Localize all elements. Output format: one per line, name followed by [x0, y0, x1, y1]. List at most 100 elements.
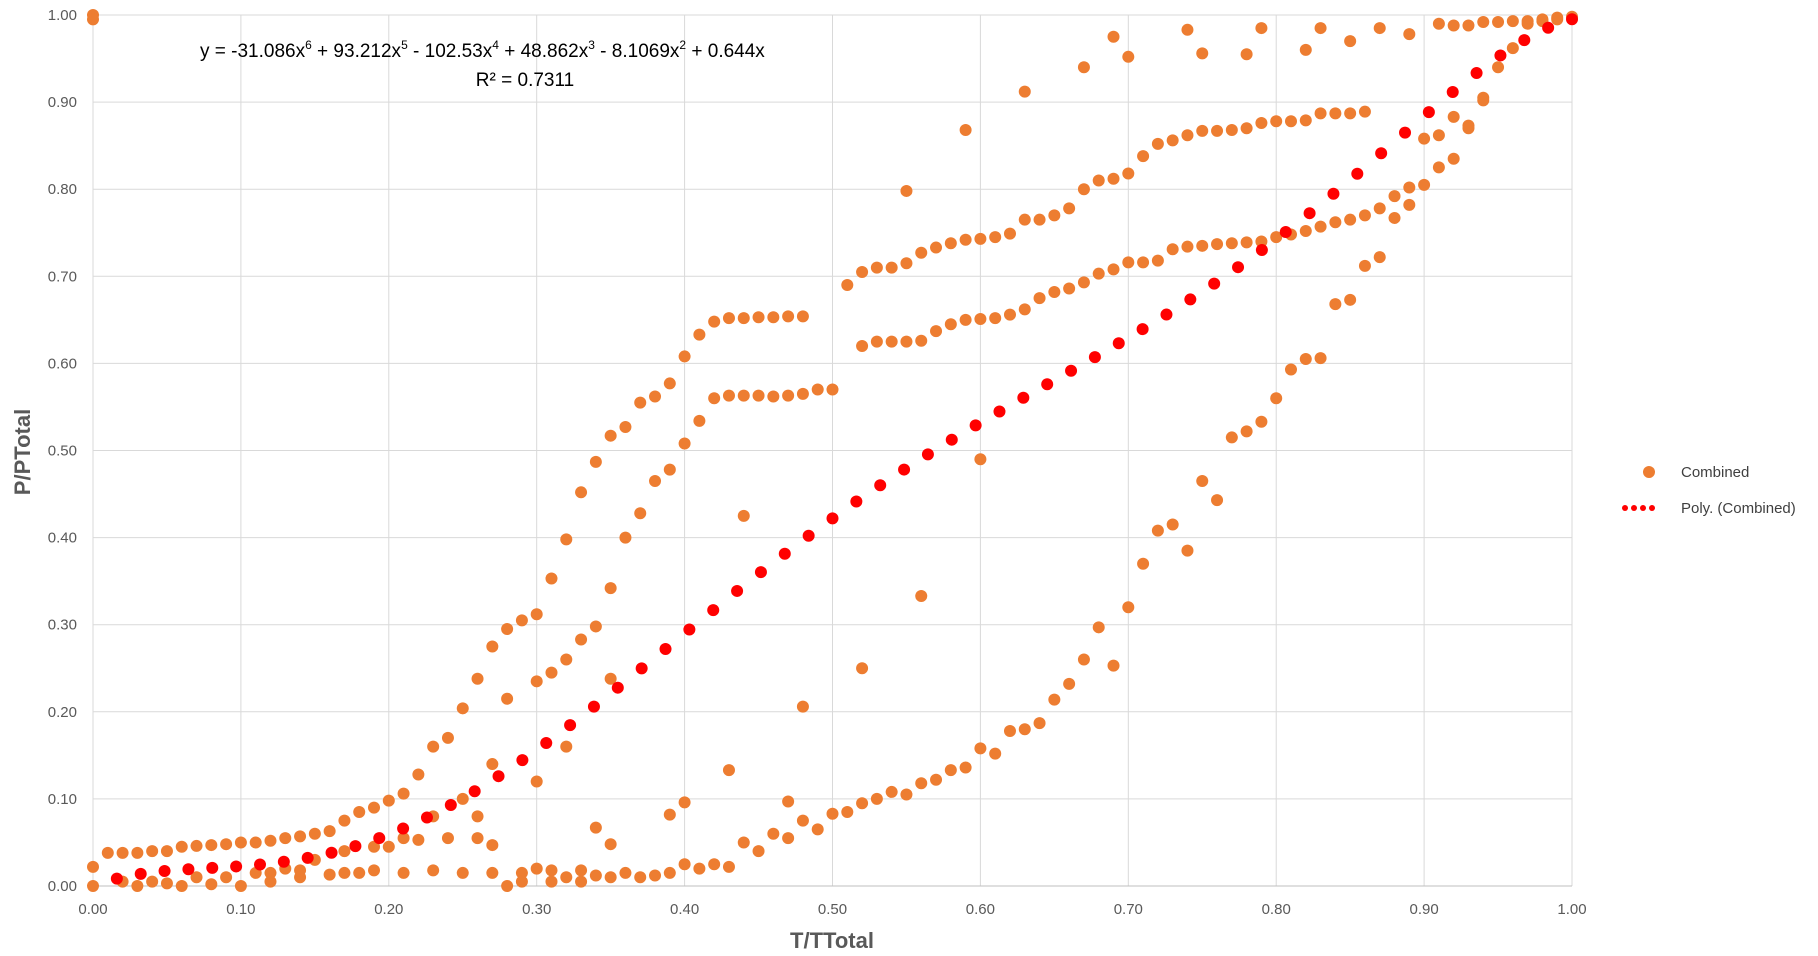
scatter-point [456, 866, 469, 879]
scatter-point [796, 814, 809, 827]
scatter-point [1211, 494, 1224, 507]
scatter-point [930, 773, 943, 786]
scatter-point [1240, 122, 1253, 135]
trendline-point [397, 822, 410, 835]
scatter-point [1358, 209, 1371, 222]
trendline-point [1232, 261, 1245, 274]
scatter-point [1329, 216, 1342, 229]
scatter-point [397, 866, 410, 879]
trendline-point [1542, 21, 1555, 34]
scatter-point [427, 864, 440, 877]
scatter-point [1299, 43, 1312, 56]
scatter-point [530, 608, 543, 621]
legend-marker-poly [1622, 505, 1655, 511]
trendline-point [969, 419, 982, 432]
scatter-point [1092, 267, 1105, 280]
scatter-point [501, 692, 514, 705]
scatter-point [471, 672, 484, 685]
trendline-point [778, 547, 791, 560]
scatter-point [589, 821, 602, 834]
scatter-point [1166, 134, 1179, 147]
scatter-point [1373, 202, 1386, 215]
trendline-point [1422, 106, 1435, 119]
y-tick-label: 0.90 [48, 94, 77, 111]
scatter-point [338, 866, 351, 879]
scatter-point [1462, 122, 1475, 135]
scatter-point [693, 414, 706, 427]
trendline-point [1566, 13, 1578, 26]
scatter-point [900, 184, 913, 197]
scatter-point [382, 794, 395, 807]
scatter-point [397, 832, 410, 845]
trendline-point [826, 512, 839, 525]
scatter-point [501, 880, 514, 892]
scatter-point [441, 731, 454, 744]
scatter-point [1329, 298, 1342, 311]
scatter-point [811, 383, 824, 396]
scatter-point [560, 740, 573, 753]
x-axis-title: T/TTotal [790, 928, 874, 953]
scatter-point [1003, 724, 1016, 737]
scatter-point [1344, 293, 1357, 306]
scatter-point [1418, 132, 1431, 145]
scatter-point [412, 768, 425, 781]
scatter-point [264, 866, 277, 879]
trendline-point [611, 681, 624, 694]
trendline-point [349, 840, 362, 853]
x-tick-label: 1.00 [1557, 901, 1586, 918]
scatter-point [1373, 22, 1386, 35]
scatter-point [752, 845, 765, 858]
scatter-point [1018, 723, 1031, 736]
scatter-point [782, 795, 795, 808]
scatter-point [604, 672, 617, 685]
scatter-point [220, 871, 233, 884]
scatter-point [1077, 653, 1090, 666]
scatter-point [974, 232, 987, 245]
scatter-point [1048, 209, 1061, 222]
scatter-point [412, 833, 425, 846]
trendline-point [540, 737, 553, 750]
scatter-point [456, 702, 469, 715]
scatter-point [959, 313, 972, 326]
scatter-point [441, 832, 454, 845]
scatter-point [486, 839, 499, 852]
scatter-point [737, 389, 750, 402]
scatter-point [1388, 211, 1401, 224]
trendline-point [1017, 391, 1030, 404]
trendline-point [1208, 277, 1221, 290]
scatter-point [663, 463, 676, 476]
scatter-point [1107, 263, 1120, 276]
scatter-point [1181, 544, 1194, 557]
scatter-point [900, 788, 913, 801]
scatter-point [693, 328, 706, 341]
scatter-point [397, 787, 410, 800]
scatter-point [1092, 174, 1105, 187]
scatter-point [974, 742, 987, 755]
scatter-point [560, 653, 573, 666]
trendline-point [1494, 49, 1507, 62]
scatter-point [1181, 129, 1194, 142]
trendline-point [1399, 126, 1412, 139]
scatter-point [1506, 42, 1519, 55]
trendline-point [635, 662, 648, 675]
scatter-point [1196, 239, 1209, 252]
trendline-point [373, 832, 386, 845]
y-tick-label: 0.30 [48, 617, 77, 634]
scatter-point [974, 453, 987, 466]
scatter-point [1492, 61, 1505, 74]
scatter-point [634, 396, 647, 409]
trendline-point [850, 495, 863, 508]
scatter-point [1166, 243, 1179, 256]
scatter-point [1551, 11, 1564, 24]
scatter-point [722, 764, 735, 777]
scatter-point [1432, 161, 1445, 174]
scatter-point [619, 866, 632, 879]
scatter-point [930, 241, 943, 254]
trendline-point [1255, 243, 1268, 256]
scatter-point [1388, 190, 1401, 203]
scatter-point [160, 845, 173, 858]
trendline-point [1279, 225, 1292, 238]
scatter-point [722, 389, 735, 402]
scatter-point [338, 814, 351, 827]
scatter-point [1447, 19, 1460, 32]
